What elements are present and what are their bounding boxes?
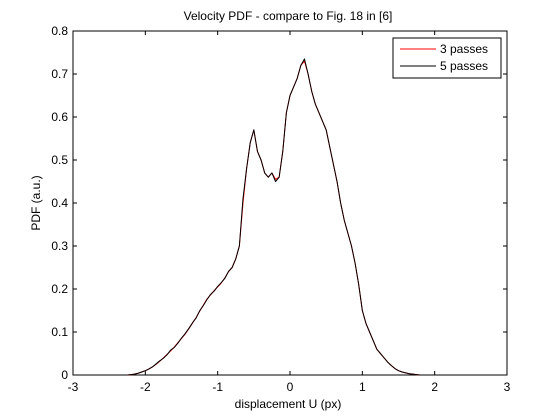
y-tick-label: 0.6 (51, 110, 68, 124)
y-axis-label: PDF (a.u.) (29, 175, 43, 230)
legend: 3 passes 5 passes (392, 37, 502, 79)
y-tick-label: 0.3 (51, 239, 68, 253)
x-axis-label: displacement U (px) (235, 397, 342, 411)
legend-box (392, 37, 502, 79)
x-tick-label: -3 (68, 380, 79, 394)
axes-box (72, 30, 508, 376)
series-line-2 (127, 58, 428, 376)
y-tick-label: 0.7 (51, 67, 68, 81)
x-tick-label: -2 (140, 380, 151, 394)
y-tick-label: 0.8 (51, 24, 68, 38)
legend-label-1: 3 passes (440, 42, 488, 56)
y-tick-label: 0.2 (51, 282, 68, 296)
x-tick-label: 2 (431, 380, 438, 394)
y-tick-label: 0.5 (51, 153, 68, 167)
chart-title: Velocity PDF - compare to Fig. 18 in [6] (184, 9, 393, 23)
x-tick-label: 3 (504, 380, 511, 394)
x-tick-label: -1 (212, 380, 223, 394)
y-tick-label: 0.4 (51, 196, 68, 210)
plot-area: -3 -2 -1 0 1 2 3 0 0.1 0.2 0.3 0.4 0.5 0.6 0.7 0.8 (51, 24, 510, 394)
x-tick-label: 1 (359, 380, 366, 394)
x-tick-label: 0 (287, 380, 294, 394)
y-tick-label: 0.1 (51, 325, 68, 339)
y-tick-label: 0 (61, 368, 68, 382)
legend-label-2: 5 passes (440, 59, 488, 73)
